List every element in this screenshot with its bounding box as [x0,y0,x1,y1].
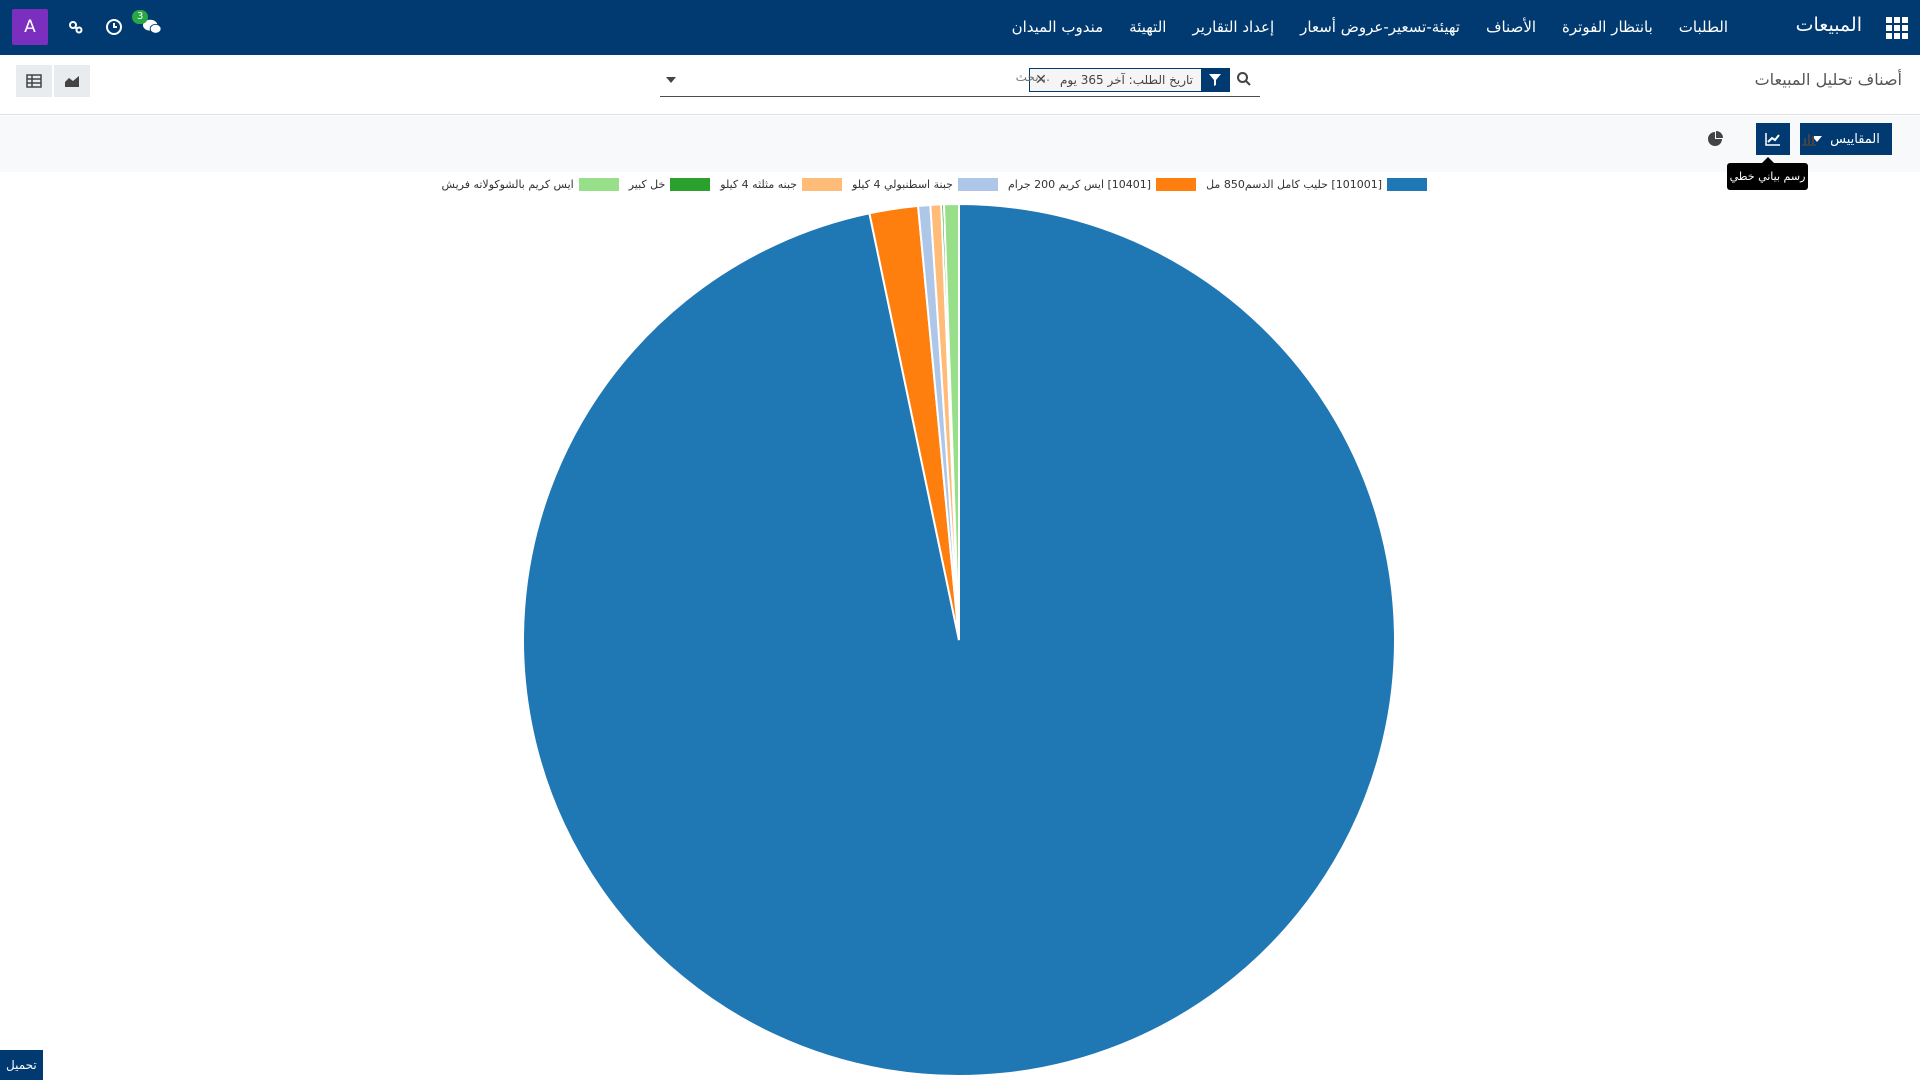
app-brand[interactable]: المبيعات [1795,14,1862,36]
control-panel: أصناف تحليل المبيعات تاريخ الطلب: آخر 36… [0,55,1920,115]
legend-label: ايس كريم بالشوكولاته فريش [441,178,574,191]
search-input[interactable] [710,70,1050,84]
legend-swatch [957,178,998,191]
legend-item[interactable]: [10401] ايس كريم 200 جرام [1007,178,1197,191]
legend-label: [10401] ايس كريم 200 جرام [1007,178,1152,191]
menu-item-reporting[interactable]: إعداد التقارير [1192,18,1275,36]
download-button[interactable]: تحميل [0,1050,43,1080]
menu-item-orders[interactable]: الطلبات [1678,18,1728,36]
chart-area: [101001] حليب كامل الدسم850 مل [10401] اي… [0,172,1920,1080]
bar-chart-icon [1802,134,1816,146]
menu-item-products[interactable]: الأصناف [1485,18,1537,36]
legend-label: جبنة اسطنبولي 4 كيلو [852,178,953,191]
clock-icon[interactable] [104,17,124,37]
facet-label: تاريخ الطلب: آخر 365 يوم [1051,69,1201,91]
search-facet: تاريخ الطلب: آخر 365 يوم ✕ [1028,68,1230,92]
user-avatar[interactable]: A [12,9,48,45]
legend-item[interactable]: [101001] حليب كامل الدسم850 مل [1206,178,1427,191]
legend-swatch [578,178,619,191]
line-chart-button[interactable] [1756,123,1790,155]
legend-label: خل كبير [628,178,666,191]
menu-item-configuration[interactable]: التهيئة [1129,18,1167,36]
top-navbar: المبيعات الطلبات بانتظار الفوترة الأصناف… [0,0,1920,55]
pie-slice[interactable] [942,202,960,641]
graph-toolbar: المقاييس [0,116,1920,172]
pie-chart-button[interactable] [1698,123,1732,155]
chat-badge: 3 [132,10,149,24]
line-chart-icon [1765,133,1780,146]
measures-label: المقاييس [1830,131,1880,147]
menu-item-pricing-config[interactable]: تهيئة-تسعير-عروض أسعار [1300,18,1460,36]
bar-chart-button[interactable] [1792,123,1826,155]
legend-swatch [1156,178,1197,191]
legend-item[interactable]: جبنه مثلثه 4 كيلو [720,178,843,191]
legend-swatch [802,178,843,191]
main-menu: الطلبات بانتظار الفوترة الأصناف تهيئة-تس… [1012,18,1728,36]
legend-item[interactable]: جبنة اسطنبولي 4 كيلو [852,178,998,191]
chat-icon[interactable]: 3 [132,10,162,37]
graph-view-icon[interactable] [54,65,90,97]
measures-dropdown-button[interactable]: المقاييس [1800,123,1892,155]
search-icon[interactable] [1236,71,1256,91]
caret-down-icon [1812,136,1823,142]
legend-swatch [670,178,711,191]
legend-item[interactable]: خل كبير [629,178,711,191]
view-switcher [16,65,90,97]
filter-icon [1201,69,1229,91]
search-options-toggle-icon[interactable] [666,77,676,83]
breadcrumb: أصناف تحليل المبيعات [1754,70,1902,89]
debug-icon[interactable] [66,17,86,37]
legend-label: جبنه مثلثه 4 كيلو [720,178,798,191]
pie-chart [522,202,1396,1077]
systray: A 3 [12,9,162,45]
menu-item-field-agent[interactable]: مندوب الميدان [1011,18,1104,36]
tooltip: رسم بياني خطي [1727,157,1808,190]
pie-chart-icon [1708,131,1723,146]
legend-item[interactable]: ايس كريم بالشوكولاته فريش [442,178,619,191]
chart-legend: [101001] حليب كامل الدسم850 مل [10401] اي… [442,178,1427,191]
apps-menu-icon[interactable] [1886,17,1908,39]
legend-swatch [1387,178,1427,191]
legend-label: [101001] حليب كامل الدسم850 مل [1206,178,1382,191]
menu-item-to-invoice[interactable]: بانتظار الفوترة [1562,18,1653,36]
pivot-view-icon[interactable] [16,65,52,97]
search-bar: تاريخ الطلب: آخر 365 يوم ✕ [660,67,1260,97]
